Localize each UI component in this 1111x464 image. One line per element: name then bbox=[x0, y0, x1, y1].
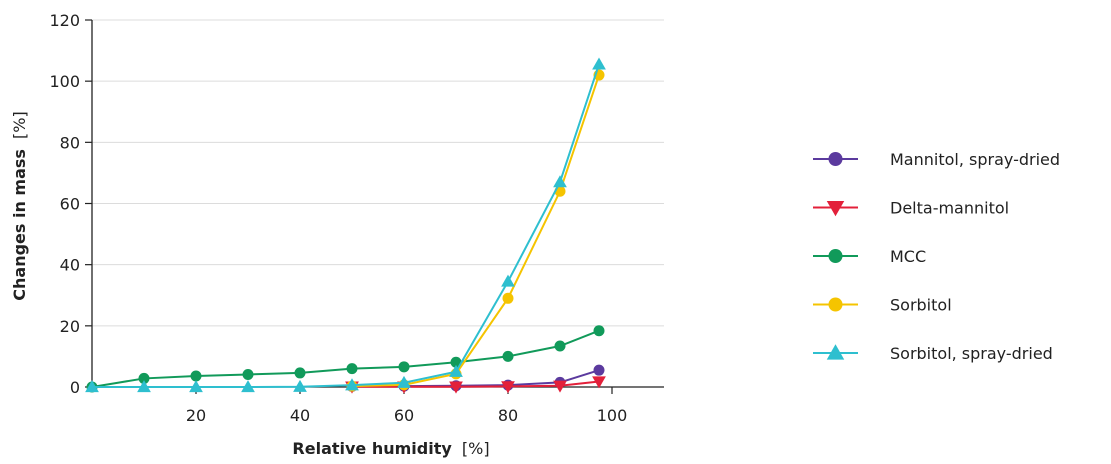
data-point bbox=[294, 367, 306, 379]
legend-item: Sorbitol bbox=[813, 296, 952, 315]
y-tick-label: 40 bbox=[60, 256, 80, 275]
legend-label: Mannitol, spray-dried bbox=[890, 150, 1060, 169]
y-tick-label: 80 bbox=[60, 133, 80, 152]
x-axis-label: Relative humidity bbox=[292, 439, 452, 458]
series-line bbox=[351, 74, 600, 388]
axes bbox=[85, 19, 664, 394]
data-point bbox=[398, 361, 410, 373]
data-point bbox=[138, 372, 150, 384]
x-tick-label: 80 bbox=[498, 406, 518, 425]
y-tick-label: 0 bbox=[70, 378, 80, 397]
legend-item: Mannitol, spray-dried bbox=[813, 150, 1060, 169]
data-point bbox=[501, 274, 515, 287]
y-axis-label: Changes in mass bbox=[10, 149, 29, 301]
x-tick-label: 40 bbox=[290, 406, 310, 425]
data-point bbox=[501, 381, 515, 394]
data-point bbox=[593, 325, 605, 337]
legend-marker bbox=[828, 152, 843, 166]
data-series bbox=[85, 57, 606, 394]
y-tick-label: 100 bbox=[49, 72, 80, 91]
y-tick-label: 20 bbox=[60, 317, 80, 336]
legend-marker bbox=[828, 297, 843, 312]
y-axis-title: Changes in mass [%] bbox=[10, 111, 29, 300]
legend-item: MCC bbox=[813, 247, 926, 266]
data-point bbox=[592, 57, 606, 70]
data-point bbox=[502, 292, 514, 304]
legend-marker bbox=[826, 344, 845, 360]
tick-labels: 0 20 40 60 80 100 120 20 40 60 80 100 bbox=[49, 11, 627, 425]
data-point bbox=[293, 379, 307, 392]
series-line bbox=[92, 64, 600, 388]
legend-label: Sorbitol, spray-dried bbox=[890, 344, 1053, 363]
y-tick-label: 120 bbox=[49, 11, 80, 30]
data-point bbox=[449, 364, 463, 377]
data-point bbox=[449, 381, 463, 394]
data-point bbox=[190, 370, 202, 382]
x-axis-title: Relative humidity [%] bbox=[292, 439, 489, 458]
grid-lines bbox=[92, 19, 664, 327]
x-axis-unit: [%] bbox=[462, 439, 490, 458]
data-point bbox=[553, 175, 567, 188]
x-tick-label: 20 bbox=[186, 406, 206, 425]
series-2 bbox=[86, 325, 605, 393]
data-point bbox=[85, 380, 99, 393]
data-point bbox=[346, 363, 358, 375]
series-4 bbox=[85, 57, 606, 393]
legend-label: Sorbitol bbox=[890, 296, 952, 315]
series-line bbox=[91, 329, 600, 388]
data-point bbox=[553, 380, 567, 393]
x-tick-label: 60 bbox=[394, 406, 414, 425]
y-axis-unit: [%] bbox=[10, 111, 29, 139]
legend-label: MCC bbox=[890, 247, 926, 266]
data-point bbox=[241, 380, 255, 393]
data-point bbox=[397, 375, 411, 388]
data-point bbox=[189, 380, 203, 393]
data-point bbox=[345, 378, 359, 391]
legend: Mannitol, spray-dried Delta-mannitol MCC So… bbox=[813, 150, 1060, 363]
legend-marker bbox=[826, 200, 845, 217]
data-point bbox=[242, 368, 254, 380]
x-tick-label: 100 bbox=[597, 406, 628, 425]
legend-item: Sorbitol, spray-dried bbox=[813, 344, 1053, 363]
data-point bbox=[554, 340, 566, 352]
data-point bbox=[502, 350, 514, 362]
legend-item: Delta-mannitol bbox=[813, 199, 1009, 218]
data-point bbox=[137, 380, 151, 393]
legend-label: Delta-mannitol bbox=[890, 199, 1009, 218]
legend-marker bbox=[828, 249, 843, 263]
data-point bbox=[592, 376, 606, 389]
y-tick-label: 60 bbox=[60, 195, 80, 214]
series-line bbox=[352, 380, 600, 388]
data-point bbox=[593, 364, 605, 376]
series-0 bbox=[346, 364, 605, 392]
